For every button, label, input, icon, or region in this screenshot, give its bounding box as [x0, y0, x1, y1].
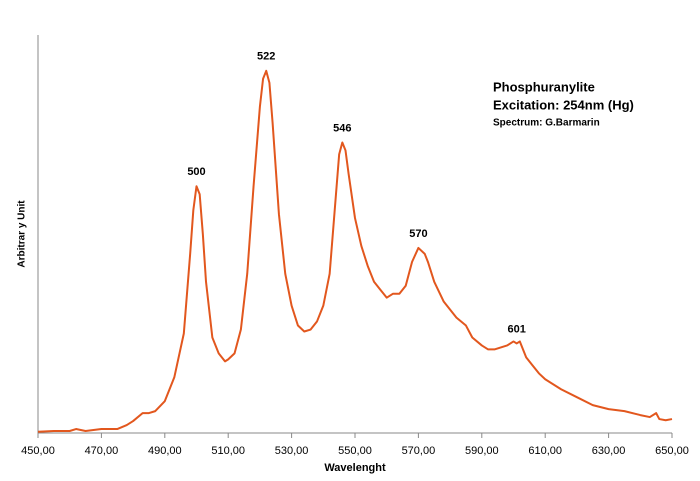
x-tick-label: 590,00 [465, 445, 499, 457]
x-tick-label: 570,00 [402, 445, 436, 457]
spectrum-line [37, 69, 673, 433]
x-tick-label: 530,00 [275, 445, 309, 457]
x-tick-label: 650,00 [655, 445, 689, 457]
peak-label: 522 [257, 51, 275, 63]
peak-label: 570 [409, 228, 427, 240]
x-tick-label: 510,00 [211, 445, 245, 457]
y-axis-label: Arbitrar y Unit [17, 200, 28, 268]
chart-title: Phosphuranylite [493, 79, 595, 94]
peak-label: 500 [187, 166, 205, 178]
x-axis-label: Wavelenght [324, 462, 386, 474]
chart-note: Spectrum: G.Barmarin [493, 118, 600, 129]
chart-subtitle: Excitation: 254nm (Hg) [493, 97, 634, 112]
peak-label: 546 [333, 122, 351, 134]
x-tick-label: 610,00 [528, 445, 562, 457]
x-tick-label: 630,00 [592, 445, 626, 457]
x-tick-label: 490,00 [148, 445, 182, 457]
x-tick-label: 450,00 [21, 445, 55, 457]
x-tick-label: 550,00 [338, 445, 372, 457]
peak-label: 601 [507, 323, 525, 335]
x-tick-label: 470,00 [85, 445, 119, 457]
